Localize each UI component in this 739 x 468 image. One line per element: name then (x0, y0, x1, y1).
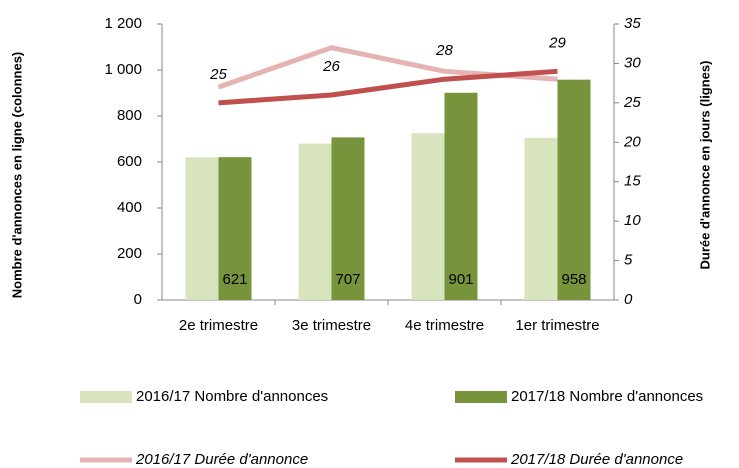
line-label: 25 (209, 66, 227, 83)
bar-label: 621 (222, 271, 247, 288)
y2-tick-label: 20 (623, 133, 641, 150)
y2-tick-label: 5 (624, 252, 633, 269)
y2-tick-label: 10 (624, 212, 641, 229)
y-tick-label: 800 (117, 107, 142, 124)
y-axis-title: Nombre d'annonces en ligne (colonnes) (9, 52, 24, 299)
line (217, 45, 558, 90)
legend-swatch (455, 391, 507, 403)
legend-label: 2017/18 Durée d'annonce (510, 451, 683, 468)
x-tick-label: 4e trimestre (405, 317, 484, 334)
legend-swatch (80, 391, 132, 403)
line (218, 68, 558, 106)
legend-label: 2016/17 Nombre d'annonces (136, 388, 328, 405)
y-tick-label: 200 (117, 245, 142, 262)
y2-tick-label: 15 (624, 173, 641, 190)
y2-tick-label: 0 (624, 291, 633, 308)
y2-tick-label: 35 (624, 15, 641, 32)
y-tick-label: 0 (134, 291, 142, 308)
legend-label: 2017/18 Nombre d'annonces (511, 388, 703, 405)
bar (331, 137, 365, 300)
bar-label: 958 (561, 271, 586, 288)
line-label: 26 (322, 58, 340, 75)
x-tick-label: 3e trimestre (292, 317, 371, 334)
x-tick-label: 1er trimestre (515, 317, 599, 334)
legend-label: 2016/17 Durée d'annonce (135, 451, 308, 468)
y-tick-label: 1 000 (104, 61, 142, 78)
line-label: 28 (435, 42, 453, 59)
bar (444, 92, 478, 301)
bar (524, 137, 558, 300)
bar-label: 707 (335, 271, 360, 288)
y-tick-label: 1 200 (104, 15, 142, 32)
bar-label: 901 (448, 271, 473, 288)
bar (411, 133, 445, 300)
line-label: 29 (548, 34, 566, 51)
y2-tick-label: 30 (624, 54, 641, 71)
bar (218, 157, 252, 300)
bar (298, 143, 332, 300)
bar (185, 157, 219, 300)
y2-axis-title: Durée d'annonce en jours (lignes) (697, 61, 712, 270)
y-tick-label: 600 (117, 153, 142, 170)
y-tick-label: 400 (117, 199, 142, 216)
bar (557, 79, 591, 300)
y2-tick-label: 25 (623, 94, 641, 111)
x-tick-label: 2e trimestre (179, 317, 258, 334)
